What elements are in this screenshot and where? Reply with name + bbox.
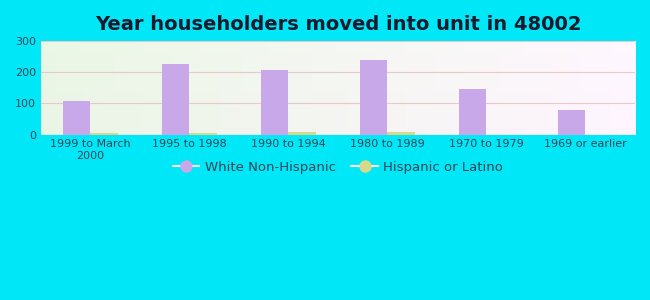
Title: Year householders moved into unit in 48002: Year householders moved into unit in 480… — [95, 15, 581, 34]
Bar — [190, 133, 217, 134]
Bar — [289, 132, 316, 134]
Bar — [90, 133, 118, 134]
Bar — [261, 70, 289, 134]
Bar — [63, 101, 90, 134]
Bar — [162, 64, 190, 134]
Bar — [359, 60, 387, 134]
Bar — [387, 132, 415, 134]
Legend: White Non-Hispanic, Hispanic or Latino: White Non-Hispanic, Hispanic or Latino — [168, 156, 508, 179]
Bar — [459, 89, 486, 134]
Bar — [558, 110, 586, 134]
